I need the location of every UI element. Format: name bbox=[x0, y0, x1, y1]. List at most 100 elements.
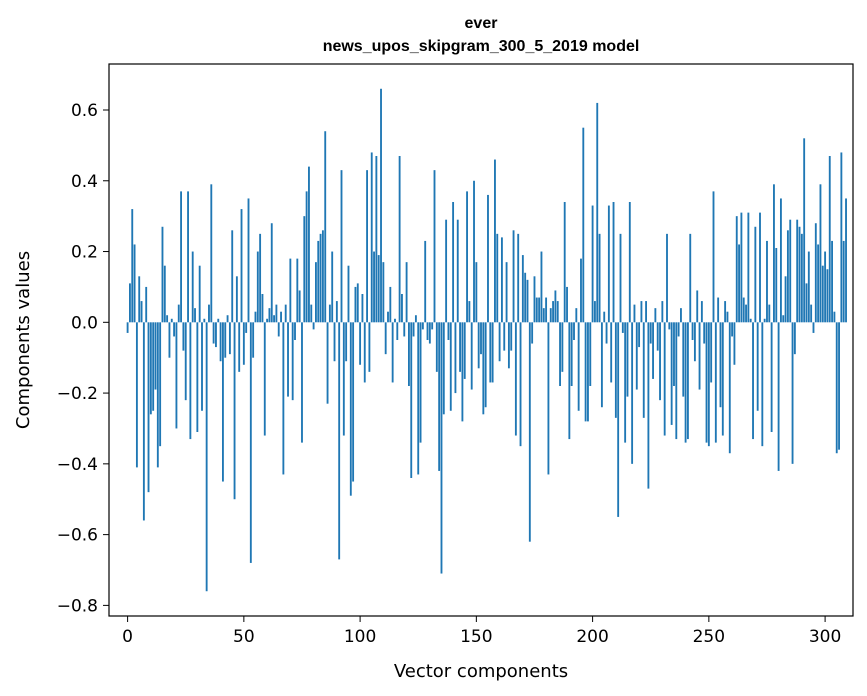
bar-157 bbox=[491, 322, 494, 383]
bar-284 bbox=[786, 230, 789, 323]
bar-73 bbox=[296, 258, 299, 323]
bar-43 bbox=[226, 315, 229, 323]
bar-230 bbox=[661, 301, 664, 323]
bar-268 bbox=[749, 318, 752, 323]
bar-68 bbox=[284, 304, 287, 323]
bar-286 bbox=[791, 322, 794, 464]
bar-138 bbox=[447, 322, 450, 340]
bar-158 bbox=[494, 159, 496, 323]
bar-81 bbox=[315, 262, 317, 323]
bar-110 bbox=[382, 262, 385, 323]
bar-46 bbox=[233, 322, 236, 500]
bar-80 bbox=[312, 322, 315, 330]
bar-169 bbox=[519, 322, 522, 447]
bar-298 bbox=[819, 184, 822, 323]
bar-13 bbox=[156, 322, 159, 468]
x-tick-label: 250 bbox=[693, 627, 725, 647]
x-tick-label: 150 bbox=[460, 627, 492, 647]
bar-113 bbox=[389, 286, 392, 323]
bar-236 bbox=[675, 322, 678, 440]
bar-141 bbox=[454, 322, 457, 394]
bar-170 bbox=[521, 255, 524, 323]
bar-48 bbox=[238, 322, 241, 372]
bar-213 bbox=[621, 322, 624, 333]
bar-164 bbox=[507, 322, 510, 369]
bar-120 bbox=[405, 262, 408, 323]
bar-271 bbox=[756, 322, 759, 411]
bar-219 bbox=[635, 322, 638, 390]
bar-182 bbox=[549, 308, 552, 323]
bar-147 bbox=[468, 301, 471, 323]
bar-172 bbox=[526, 279, 529, 323]
bar-76 bbox=[303, 216, 306, 323]
bar-177 bbox=[538, 297, 541, 323]
bar-156 bbox=[489, 322, 492, 383]
bar-27 bbox=[189, 322, 192, 440]
bar-258 bbox=[726, 311, 729, 323]
bar-31 bbox=[198, 265, 201, 323]
bar-295 bbox=[812, 322, 815, 333]
bar-107 bbox=[375, 156, 378, 323]
bar-289 bbox=[798, 226, 801, 323]
bar-272 bbox=[759, 212, 761, 323]
x-tick-label: 100 bbox=[344, 627, 376, 647]
bar-133 bbox=[435, 322, 438, 372]
bar-88 bbox=[331, 251, 334, 323]
bar-130 bbox=[428, 322, 431, 344]
bar-84 bbox=[321, 230, 324, 323]
bar-54 bbox=[252, 322, 255, 358]
bar-308 bbox=[842, 240, 845, 323]
bar-225 bbox=[649, 322, 652, 344]
bar-118 bbox=[401, 294, 403, 323]
bar-85 bbox=[324, 131, 327, 323]
bar-234 bbox=[670, 322, 673, 425]
bar-103 bbox=[366, 170, 368, 323]
bar-101 bbox=[361, 294, 364, 323]
bar-179 bbox=[542, 308, 545, 323]
bar-153 bbox=[482, 322, 485, 415]
chart-subtitle: news_upos_skipgram_300_5_2019 model bbox=[323, 38, 640, 55]
bar-28 bbox=[191, 251, 194, 323]
bar-111 bbox=[384, 322, 387, 355]
bar-3 bbox=[133, 244, 136, 323]
bar-26 bbox=[187, 191, 189, 323]
bar-59 bbox=[263, 322, 266, 436]
bar-149 bbox=[473, 180, 475, 323]
bar-114 bbox=[391, 322, 394, 383]
bar-122 bbox=[410, 322, 413, 478]
bar-175 bbox=[533, 276, 536, 323]
bar-66 bbox=[280, 311, 282, 323]
x-axis-label: Vector components bbox=[394, 661, 568, 682]
bar-146 bbox=[466, 191, 468, 323]
bar-275 bbox=[766, 240, 768, 323]
bar-139 bbox=[449, 322, 452, 411]
bar-151 bbox=[477, 322, 480, 369]
bar-187 bbox=[561, 322, 564, 372]
bar-296 bbox=[814, 223, 817, 323]
bar-168 bbox=[517, 233, 520, 323]
bar-241 bbox=[686, 322, 689, 440]
bar-128 bbox=[424, 240, 427, 323]
bar-288 bbox=[796, 219, 799, 323]
bar-195 bbox=[580, 258, 582, 323]
x-tick-label: 0 bbox=[122, 627, 133, 647]
bar-140 bbox=[452, 202, 455, 323]
bar-301 bbox=[826, 269, 829, 323]
bar-60 bbox=[266, 318, 269, 323]
bar-131 bbox=[431, 322, 434, 330]
bar-102 bbox=[363, 322, 366, 383]
bar-116 bbox=[396, 322, 399, 340]
bar-11 bbox=[152, 322, 155, 411]
bar-222 bbox=[642, 322, 645, 418]
bar-274 bbox=[763, 318, 766, 323]
bar-70 bbox=[289, 258, 292, 323]
bar-126 bbox=[419, 322, 422, 443]
bar-41 bbox=[222, 322, 224, 482]
bar-250 bbox=[707, 322, 710, 447]
bar-235 bbox=[673, 322, 675, 386]
bar-51 bbox=[245, 322, 248, 333]
bar-305 bbox=[835, 322, 838, 454]
bar-106 bbox=[373, 251, 375, 323]
bar-217 bbox=[631, 322, 634, 464]
bar-30 bbox=[196, 322, 199, 432]
